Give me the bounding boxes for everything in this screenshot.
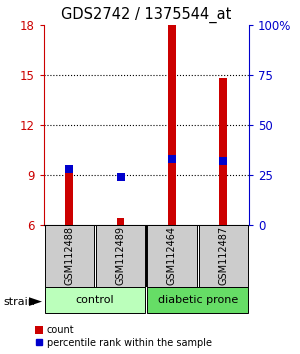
Bar	[147, 287, 248, 313]
Polygon shape	[28, 297, 42, 306]
Text: GSM112487: GSM112487	[218, 226, 228, 285]
Text: diabetic prone: diabetic prone	[158, 295, 238, 305]
Bar	[96, 225, 145, 287]
Bar	[147, 225, 197, 287]
Text: control: control	[76, 295, 114, 305]
Point	[118, 174, 123, 179]
Bar	[168, 25, 176, 225]
Text: GSM112488: GSM112488	[64, 226, 74, 285]
Title: GDS2742 / 1375544_at: GDS2742 / 1375544_at	[61, 7, 231, 23]
Text: GSM112489: GSM112489	[116, 226, 126, 285]
Bar	[44, 225, 94, 287]
Bar	[65, 173, 73, 225]
Bar	[117, 218, 124, 225]
Legend: count, percentile rank within the sample: count, percentile rank within the sample	[35, 325, 212, 348]
Text: strain: strain	[3, 297, 35, 307]
Bar	[199, 225, 248, 287]
Text: GSM112464: GSM112464	[167, 226, 177, 285]
Point	[67, 166, 72, 172]
Bar	[220, 78, 227, 225]
Point	[221, 158, 226, 164]
Point	[169, 156, 174, 162]
Bar	[44, 287, 145, 313]
